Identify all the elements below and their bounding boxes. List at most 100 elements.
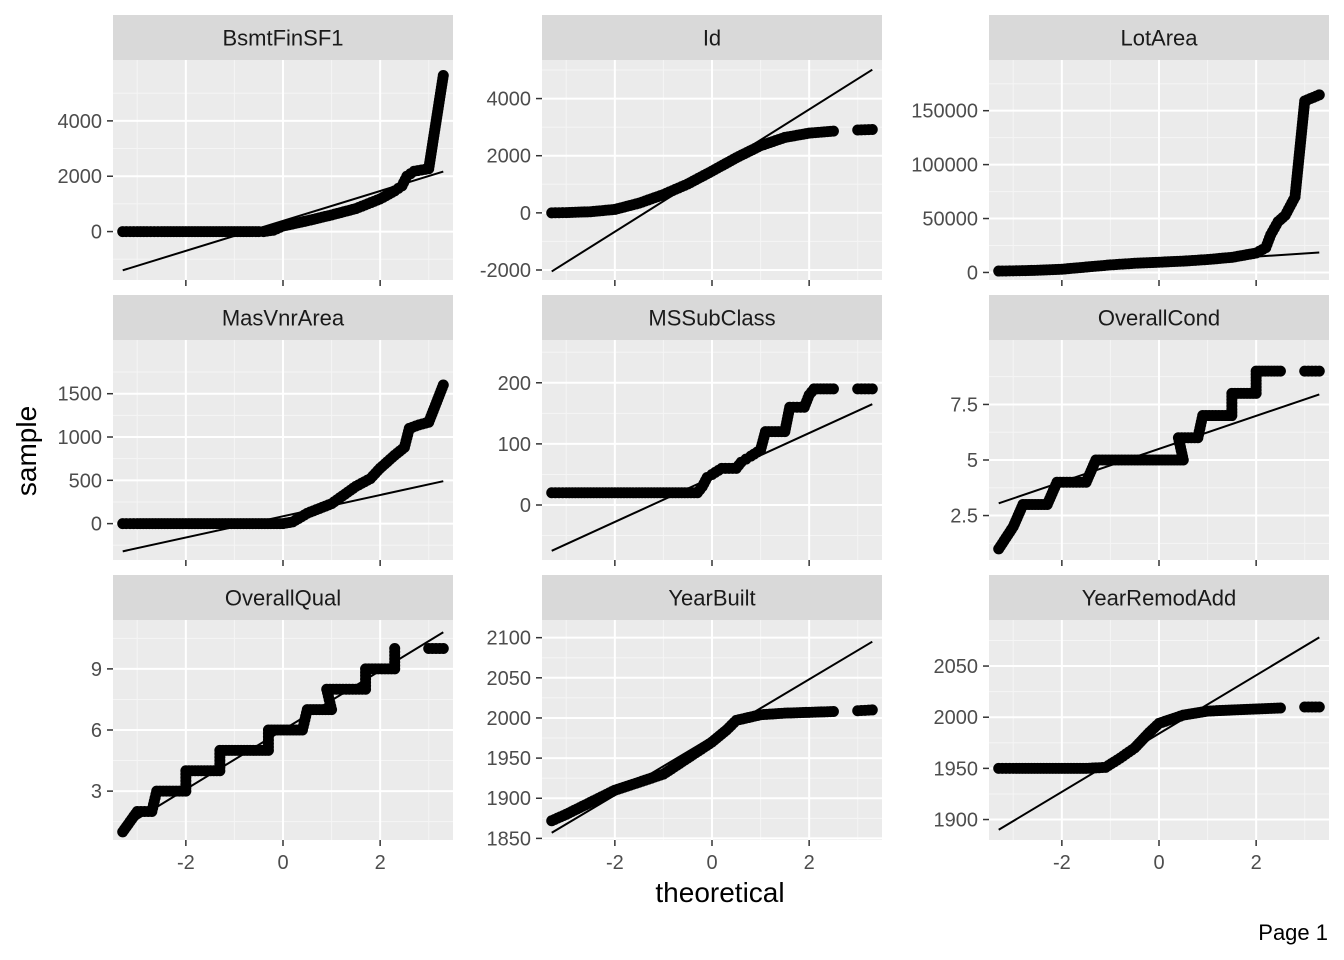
- y-tick-label: 2100: [487, 628, 532, 650]
- strip-yearremodadd: [989, 575, 1329, 620]
- y-tick-label: 2050: [487, 668, 532, 690]
- y-tick-label: 1900: [487, 788, 532, 810]
- x-tick-label: -2: [1053, 852, 1071, 874]
- y-tick-label: 6: [91, 720, 102, 742]
- y-tick-label: 1000: [58, 427, 103, 449]
- y-tick-label: 3: [91, 781, 102, 803]
- panel-overallcond: OverallCond 2.5 5 7.5: [950, 295, 1329, 566]
- data-layer: [117, 379, 449, 553]
- y-tick-label: 2050: [934, 656, 979, 678]
- strip-overallqual: [113, 575, 453, 620]
- strip-yearbuilt: [542, 575, 882, 620]
- qq-reference-line: [998, 636, 1320, 831]
- y-tick-label: 0: [967, 262, 978, 284]
- strip-label-yearbuilt: YearBuilt: [668, 586, 755, 611]
- sample-point: [866, 123, 878, 135]
- y-tick-label: 500: [69, 470, 102, 492]
- strip-label-yearremodadd: YearRemodAdd: [1082, 586, 1237, 611]
- y-tick-label: 1500: [58, 384, 103, 406]
- sample-point: [1313, 89, 1325, 101]
- y-tick-label: 2000: [58, 166, 103, 188]
- strip-masvnrarea: [113, 295, 453, 340]
- y-tick-label: 100000: [911, 155, 978, 177]
- x-tick-label: 2: [804, 852, 815, 874]
- strip-bsmtfinsf1: [113, 15, 453, 60]
- panel-id: Id -2000 0 2000 4000: [480, 15, 882, 286]
- y-tick-label: 0: [91, 514, 102, 536]
- y-tick-label: 9: [91, 659, 102, 681]
- strip-label-overallqual: OverallQual: [225, 586, 341, 611]
- data-layer: [117, 69, 449, 272]
- data-layer: [546, 640, 878, 834]
- panel-yearremodadd: YearRemodAdd 1900 1950 2000 2050 -2 0 2: [934, 575, 1329, 874]
- y-tick-label: 2000: [487, 146, 532, 168]
- y-tick-label: 0: [520, 203, 531, 225]
- x-tick-label: -2: [177, 852, 195, 874]
- y-tick-label: -2000: [480, 260, 531, 282]
- sample-point: [1313, 365, 1325, 377]
- sample-point: [827, 383, 839, 395]
- facet-panels: BsmtFinSF1020004000Id-2000020004000LotAr…: [58, 15, 1329, 874]
- x-tick-label: 2: [375, 852, 386, 874]
- data-layer: [117, 631, 449, 838]
- strip-label-masvnrarea: MasVnrArea: [222, 306, 345, 331]
- x-tick-label: 0: [706, 852, 717, 874]
- y-tick-label: 1850: [487, 828, 532, 850]
- y-tick-label: 100: [498, 434, 531, 456]
- panel-overallqual: OverallQual 3 6 9 -2 0 2: [91, 575, 453, 874]
- sample-point: [1313, 701, 1325, 713]
- y-axis-title: sample: [11, 406, 42, 496]
- panel-mssubclass: MSSubClass 0 100 200: [498, 295, 882, 566]
- y-tick-label: 5: [967, 450, 978, 472]
- panel-masvnrarea: MasVnrArea 0 500 1000 1500: [58, 295, 453, 566]
- y-tick-label: 4000: [58, 111, 103, 133]
- data-layer: [993, 365, 1325, 555]
- y-tick-label: 2000: [487, 708, 532, 730]
- x-tick-label: 0: [277, 852, 288, 874]
- data-layer: [546, 383, 878, 552]
- y-tick-label: 1950: [934, 758, 979, 780]
- sample-point: [1274, 702, 1286, 714]
- sample-point: [866, 383, 878, 395]
- sample-point: [827, 125, 839, 137]
- y-tick-label: 4000: [487, 89, 532, 111]
- y-tick-label: 2000: [934, 707, 979, 729]
- strip-mssubclass: [542, 295, 882, 340]
- panel-bsmtfinsf1: BsmtFinSF1 0 2000 4000: [58, 15, 453, 286]
- y-tick-label: 0: [520, 495, 531, 517]
- sample-point: [437, 643, 449, 655]
- strip-id: [542, 15, 882, 60]
- page-label: Page 1: [1258, 920, 1328, 945]
- data-layer: [993, 636, 1325, 831]
- x-tick-label: -2: [606, 852, 624, 874]
- sample-point: [389, 643, 401, 655]
- strip-label-overallcond: OverallCond: [1098, 306, 1220, 331]
- sample-point: [437, 69, 449, 81]
- y-tick-label: 2.5: [950, 506, 978, 528]
- x-tick-label: 2: [1251, 852, 1262, 874]
- data-layer: [993, 89, 1325, 277]
- strip-label-mssubclass: MSSubClass: [648, 306, 775, 331]
- y-tick-label: 1900: [934, 810, 979, 832]
- strip-label-bsmtfinsf1: BsmtFinSF1: [222, 26, 343, 51]
- panel-lotarea: LotArea 0 50000 100000 150000: [911, 15, 1329, 286]
- x-tick-label: 0: [1153, 852, 1164, 874]
- sample-point: [437, 379, 449, 391]
- qq-reference-line: [122, 480, 444, 553]
- y-tick-label: 7.5: [950, 394, 978, 416]
- strip-lotarea: [989, 15, 1329, 60]
- y-tick-label: 0: [91, 222, 102, 244]
- y-tick-label: 50000: [922, 209, 978, 231]
- panel-yearbuilt: YearBuilt 1850 1900 1950 2000 2050 2100 -2 0 2: [487, 575, 882, 874]
- sample-point: [827, 706, 839, 718]
- sample-point: [1274, 365, 1286, 377]
- data-layer: [546, 68, 878, 273]
- strip-label-lotarea: LotArea: [1120, 26, 1198, 51]
- y-tick-label: 1950: [487, 748, 532, 770]
- x-axis-title: theoretical: [655, 877, 784, 908]
- sample-point: [866, 704, 878, 716]
- y-tick-label: 150000: [911, 101, 978, 123]
- y-tick-label: 200: [498, 373, 531, 395]
- strip-label-id: Id: [703, 26, 721, 51]
